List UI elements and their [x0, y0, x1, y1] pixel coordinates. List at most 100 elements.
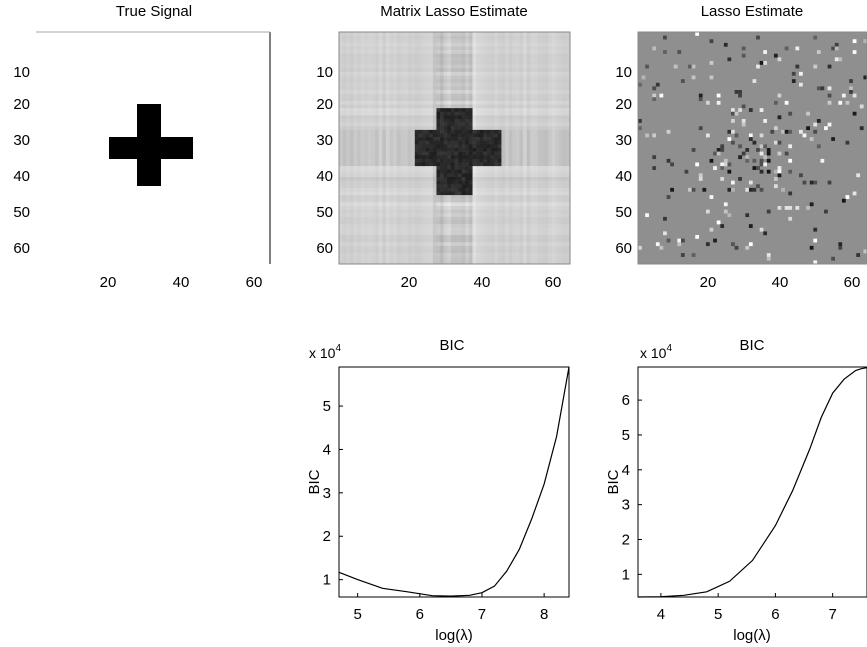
heatmap-cell: [551, 162, 556, 167]
heatmap-cell: [364, 97, 369, 102]
heatmap-cell: [472, 238, 477, 243]
heatmap-cell: [403, 82, 408, 87]
heatmap-cell: [486, 64, 491, 69]
heatmap-cell: [813, 122, 818, 127]
heatmap-cell: [411, 155, 416, 160]
heatmap-cell: [533, 79, 538, 84]
heatmap-cell: [497, 260, 502, 265]
heatmap-cell: [788, 191, 793, 196]
heatmap-cell: [357, 100, 361, 105]
heatmap-cell: [353, 198, 358, 203]
heatmap-cell: [339, 115, 343, 120]
heatmap-cell: [490, 227, 495, 232]
heatmap-cell: [450, 256, 455, 261]
heatmap-cell: [530, 206, 535, 210]
heatmap-cell: [407, 191, 412, 196]
heatmap-cell: [450, 148, 455, 152]
heatmap-cell: [505, 86, 509, 91]
heatmap-cell: [382, 90, 387, 94]
heatmap-cell: [396, 115, 401, 120]
heatmap-cell: [342, 129, 347, 134]
heatmap-cell: [523, 104, 527, 109]
heatmap-cell: [486, 126, 491, 131]
heatmap-cell: [458, 195, 463, 200]
heatmap-cell: [551, 50, 556, 55]
heatmap-cell: [414, 249, 419, 254]
heatmap-cell: [519, 144, 524, 149]
heatmap-cell: [691, 253, 696, 257]
heatmap-cell: [450, 53, 455, 58]
heatmap-cell: [523, 155, 527, 160]
heatmap-cell: [357, 151, 361, 156]
tick-label: 40: [615, 168, 632, 185]
heatmap-cell: [364, 227, 369, 232]
heatmap-cell: [566, 238, 571, 243]
heatmap-background: [638, 32, 867, 264]
heatmap-cell: [339, 260, 343, 265]
heatmap-cell: [346, 108, 351, 113]
heatmap-cell: [418, 126, 423, 131]
heatmap-cell: [856, 173, 861, 178]
heatmap-cell: [551, 90, 556, 94]
heatmap-cell: [414, 209, 419, 214]
heatmap-cell: [501, 180, 506, 185]
heatmap-cell: [378, 231, 383, 236]
heatmap-cell: [497, 129, 502, 134]
heatmap-cell: [432, 122, 437, 127]
heatmap-cell: [440, 238, 444, 243]
heatmap-cell: [530, 64, 535, 69]
heatmap-cell: [476, 90, 481, 94]
heatmap-cell: [494, 216, 499, 221]
heatmap-cell: [443, 86, 448, 91]
heatmap-cell: [530, 155, 535, 160]
heatmap-cell: [436, 68, 441, 73]
heatmap-cell: [454, 177, 459, 181]
heatmap-cell: [403, 166, 408, 171]
heatmap-cell: [422, 256, 426, 261]
heatmap-cell: [526, 213, 531, 218]
heatmap-cell: [339, 100, 343, 105]
heatmap-cell: [407, 158, 412, 163]
heatmap-cell: [403, 61, 408, 65]
heatmap-cell: [555, 198, 560, 203]
heatmap-cell: [353, 195, 358, 200]
heatmap-cell: [339, 57, 343, 62]
heatmap-cell: [523, 191, 527, 196]
heatmap-cell: [357, 119, 361, 123]
heatmap-cell: [414, 166, 419, 171]
heatmap-cell: [375, 260, 379, 265]
heatmap-cell: [371, 256, 376, 261]
heatmap-cell: [407, 220, 412, 225]
heatmap-cell: [773, 169, 778, 174]
heatmap-cell: [537, 53, 542, 58]
heatmap-cell: [346, 39, 351, 44]
heatmap-cell: [440, 169, 444, 174]
heatmap-cell: [544, 111, 549, 116]
heatmap-cell: [555, 238, 560, 243]
heatmap-cell: [544, 35, 549, 40]
heatmap-cell: [400, 256, 405, 261]
heatmap-cell: [425, 126, 430, 131]
heatmap-cell: [537, 162, 542, 167]
heatmap-cell: [353, 122, 358, 127]
heatmap-cell: [512, 133, 517, 138]
heatmap-cell: [378, 191, 383, 196]
heatmap-cell: [407, 90, 412, 94]
heatmap-cell: [414, 144, 419, 149]
heatmap-cell: [432, 93, 437, 98]
heatmap-cell: [551, 126, 556, 131]
heatmap-cell: [360, 231, 365, 236]
heatmap-cell: [559, 151, 564, 156]
heatmap-cell: [541, 158, 546, 163]
heatmap-cell: [378, 260, 383, 265]
heatmap-cell: [364, 151, 369, 156]
heatmap-cell: [548, 173, 553, 178]
heatmap-cell: [371, 220, 376, 225]
heatmap-cell: [512, 169, 517, 174]
heatmap-cell: [501, 216, 506, 221]
heatmap-cell: [389, 249, 394, 254]
heatmap-cell: [526, 253, 531, 258]
heatmap-cell: [389, 198, 394, 203]
heatmap-cell: [436, 191, 441, 196]
heatmap-cell: [346, 50, 351, 55]
